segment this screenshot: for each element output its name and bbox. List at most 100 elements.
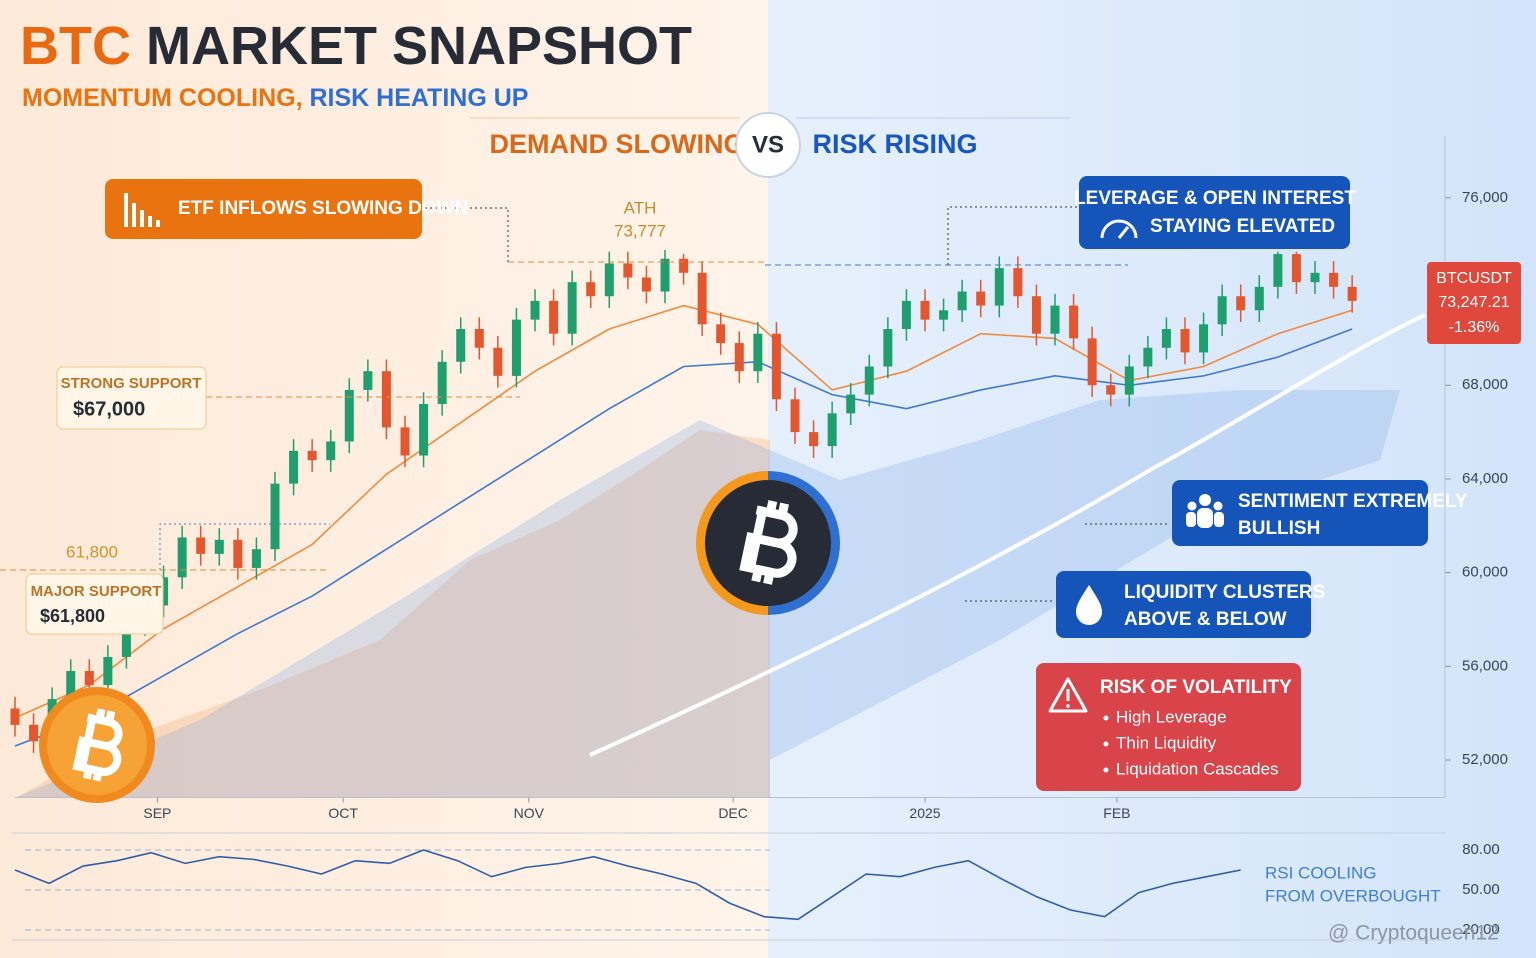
candle-body <box>1106 385 1116 395</box>
major-support-callout <box>25 573 164 635</box>
candle-body <box>1013 268 1023 297</box>
y-tick-label: 52,000 <box>1462 751 1508 768</box>
candle-body <box>809 432 819 447</box>
candle-body <box>233 539 243 568</box>
plot: 52,00056,00060,00064,00068,00072,00076,0… <box>10 136 1508 938</box>
candle-body <box>363 371 373 390</box>
people-icon <box>1186 494 1224 528</box>
gauge-icon <box>1100 219 1138 239</box>
y-tick-label: 80.00 <box>1462 841 1500 858</box>
bullet <box>1103 767 1109 773</box>
candle-body <box>1347 286 1357 301</box>
sentiment-text: BULLISH <box>1238 518 1320 539</box>
bitcoin-coin <box>39 687 155 803</box>
candle-body <box>511 319 521 376</box>
bullet <box>1103 741 1109 747</box>
subtitle-main: RISK HEATING UP <box>309 84 528 112</box>
candle-body <box>623 263 633 278</box>
candle-body <box>214 539 224 554</box>
y-tick-label: 76,000 <box>1462 189 1508 206</box>
candle-body <box>456 329 466 362</box>
candle-body <box>344 389 354 442</box>
candle-body <box>1310 272 1320 283</box>
leverage-text: STAYING ELEVATED <box>1150 216 1335 237</box>
candle-body <box>474 329 484 348</box>
candle-body <box>270 483 280 550</box>
candle-body <box>567 282 577 334</box>
candle-body <box>196 537 206 554</box>
strong-support-callout <box>56 366 207 430</box>
candle-body <box>121 624 131 657</box>
candle-body <box>326 441 336 461</box>
price-value: 73,247.21 <box>1438 294 1509 311</box>
risk-title: RISK OF VOLATILITY <box>1100 677 1292 698</box>
candle-body <box>289 450 299 484</box>
rsi-note: RSI COOLING <box>1265 863 1376 882</box>
subtitle: MOMENTUM COOLING, RISK HEATING UP <box>22 84 528 112</box>
liquidity-text: LIQUIDITY CLUSTERS <box>1124 582 1325 603</box>
candle-body <box>29 724 39 742</box>
price-symbol: BTCUSDT <box>1436 270 1512 287</box>
price-change: -1.36% <box>1449 319 1500 336</box>
sentiment-text: SENTIMENT EXTREMELY <box>1238 491 1468 512</box>
candle-body <box>753 333 763 372</box>
candle-body <box>1236 296 1246 311</box>
candle-body <box>419 403 429 456</box>
candle-body <box>604 263 614 297</box>
candle-body <box>771 333 781 400</box>
risk-item: Thin Liquidity <box>1116 733 1217 752</box>
candle-body <box>103 656 113 686</box>
x-tick-label: FEB <box>1103 805 1130 821</box>
ath-label: ATH <box>624 198 657 217</box>
candle-body <box>679 258 689 273</box>
candle-body <box>883 329 893 367</box>
bitcoin-logo <box>696 471 840 615</box>
candle-body <box>697 272 707 325</box>
candle-body <box>920 300 930 320</box>
depth-area <box>15 430 770 798</box>
candle-body <box>177 537 187 578</box>
rsi-line <box>14 849 1241 921</box>
title-main: MARKET SNAPSHOT <box>146 16 692 76</box>
candle-body <box>716 324 726 344</box>
vs-badge <box>735 112 801 178</box>
candle-body <box>734 343 744 372</box>
etf-callout <box>105 179 422 239</box>
background-left <box>0 0 768 958</box>
sentiment-callout <box>1172 480 1428 546</box>
candle-body <box>400 427 410 456</box>
candle-body <box>1254 286 1264 311</box>
y-tick-label: 64,000 <box>1462 470 1508 487</box>
risk-item: High Leverage <box>1116 707 1227 726</box>
candle-body <box>307 450 317 461</box>
candle-body <box>1273 254 1283 287</box>
candle-body <box>1124 366 1134 395</box>
candle-body <box>957 291 967 311</box>
candle-body <box>530 300 540 320</box>
etf-icon <box>124 193 160 227</box>
candle-body <box>84 671 94 686</box>
risk-callout <box>1036 663 1301 791</box>
leverage-text: LEVERAGE & OPEN INTEREST <box>1074 188 1356 209</box>
candle-body <box>994 268 1004 306</box>
x-tick-label: OCT <box>328 805 358 821</box>
candle-body <box>1329 272 1339 287</box>
leverage-callout <box>1079 176 1350 249</box>
warning-icon <box>1066 704 1070 708</box>
depth-area <box>15 390 1400 798</box>
candle-body <box>901 300 911 330</box>
title: BTC MARKET SNAPSHOT <box>20 16 692 76</box>
rsi-note: FROM OVERBOUGHT <box>1265 886 1441 905</box>
candle-body <box>660 258 670 292</box>
watermark: @ Cryptoqueen12 <box>1328 922 1499 945</box>
candle-body <box>939 310 949 320</box>
left-theme: DEMAND SLOWING <box>490 129 745 159</box>
level-label: 61,800 <box>66 542 118 561</box>
candle-body <box>1180 329 1190 353</box>
candle-body <box>1050 305 1060 334</box>
right-theme: RISK RISING <box>812 129 977 159</box>
candle-body <box>1031 296 1041 334</box>
background-right <box>768 0 1536 958</box>
